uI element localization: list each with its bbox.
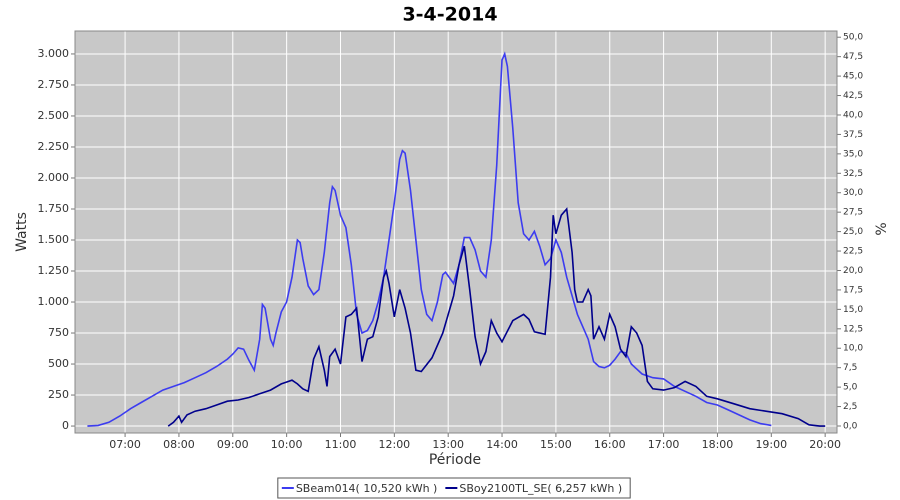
y-tick-label: 2.750	[38, 78, 70, 91]
x-tick-label: 08:00	[163, 438, 195, 451]
y-tick-label: 3.000	[38, 47, 70, 60]
y2-tick-label: 45,0	[843, 72, 863, 82]
y2-tick-label: 50,0	[843, 33, 863, 43]
x-tick-label: 19:00	[755, 438, 787, 451]
x-tick-label: 15:00	[540, 438, 572, 451]
y2-tick-label: 12,5	[843, 324, 863, 334]
y-tick-label: 2.000	[38, 171, 70, 184]
x-tick-label: 14:00	[486, 438, 518, 451]
y2-tick-label: 2,5	[843, 402, 857, 412]
y-tick-label: 250	[48, 388, 69, 401]
y-tick-label: 500	[48, 357, 69, 370]
y2-tick-label: 27,5	[843, 208, 863, 218]
y-tick-label: 2.500	[38, 109, 70, 122]
y2-tick-label: 37,5	[843, 130, 863, 140]
y-tick-label: 750	[48, 326, 69, 339]
y-axis-label: Watts	[14, 212, 30, 252]
chart-title: 3-4-2014	[402, 4, 497, 26]
y2-tick-label: 10,0	[843, 344, 863, 354]
y2-tick-label: 40,0	[843, 110, 863, 120]
legend-label: SBeam014( 10,520 kWh )	[296, 482, 438, 495]
x-tick-label: 13:00	[432, 438, 464, 451]
y2-tick-label: 15,0	[843, 305, 863, 315]
y-tick-label: 1.250	[38, 264, 70, 277]
y-tick-label: 2.250	[38, 140, 70, 153]
y-tick-label: 1.750	[38, 202, 70, 215]
y2-tick-label: 7,5	[843, 363, 857, 373]
x-tick-label: 09:00	[217, 438, 249, 451]
plot-background	[74, 30, 838, 434]
legend: SBeam014( 10,520 kWh ) SBoy2100TL_SE( 6,2…	[277, 477, 631, 499]
y2-tick-label: 0,0	[843, 422, 858, 432]
x-tick-label: 07:00	[109, 438, 141, 451]
y2-tick-label: 17,5	[843, 285, 863, 295]
x-axis-label: Période	[429, 452, 481, 468]
x-tick-label: 12:00	[378, 438, 410, 451]
plot-border	[74, 30, 838, 434]
legend-label: SBoy2100TL_SE( 6,257 kWh )	[459, 482, 622, 495]
y2-tick-label: 42,5	[843, 91, 863, 101]
y2-tick-label: 5,0	[843, 383, 858, 393]
y-tick-label: 0	[62, 419, 69, 432]
series-line	[87, 51, 772, 427]
x-tick-label: 17:00	[648, 438, 680, 451]
y2-tick-label: 35,0	[843, 149, 863, 159]
y2-tick-label: 20,0	[843, 266, 863, 276]
x-tick-label: 11:00	[325, 438, 357, 451]
y2-tick-label: 25,0	[843, 227, 863, 237]
y-tick-label: 1.000	[38, 295, 70, 308]
x-tick-label: 10:00	[271, 438, 303, 451]
y2-tick-label: 32,5	[843, 169, 863, 179]
y2-tick-label: 22,5	[843, 247, 863, 257]
series-line	[167, 207, 826, 427]
x-tick-label: 16:00	[594, 438, 626, 451]
x-tick-label: 20:00	[809, 438, 841, 451]
x-tick-label: 18:00	[702, 438, 734, 451]
y-tick-label: 1.500	[38, 233, 70, 246]
y2-tick-label: 47,5	[843, 52, 863, 62]
y2-tick-label: 30,0	[843, 188, 863, 198]
y2-axis-label: %	[874, 222, 890, 235]
